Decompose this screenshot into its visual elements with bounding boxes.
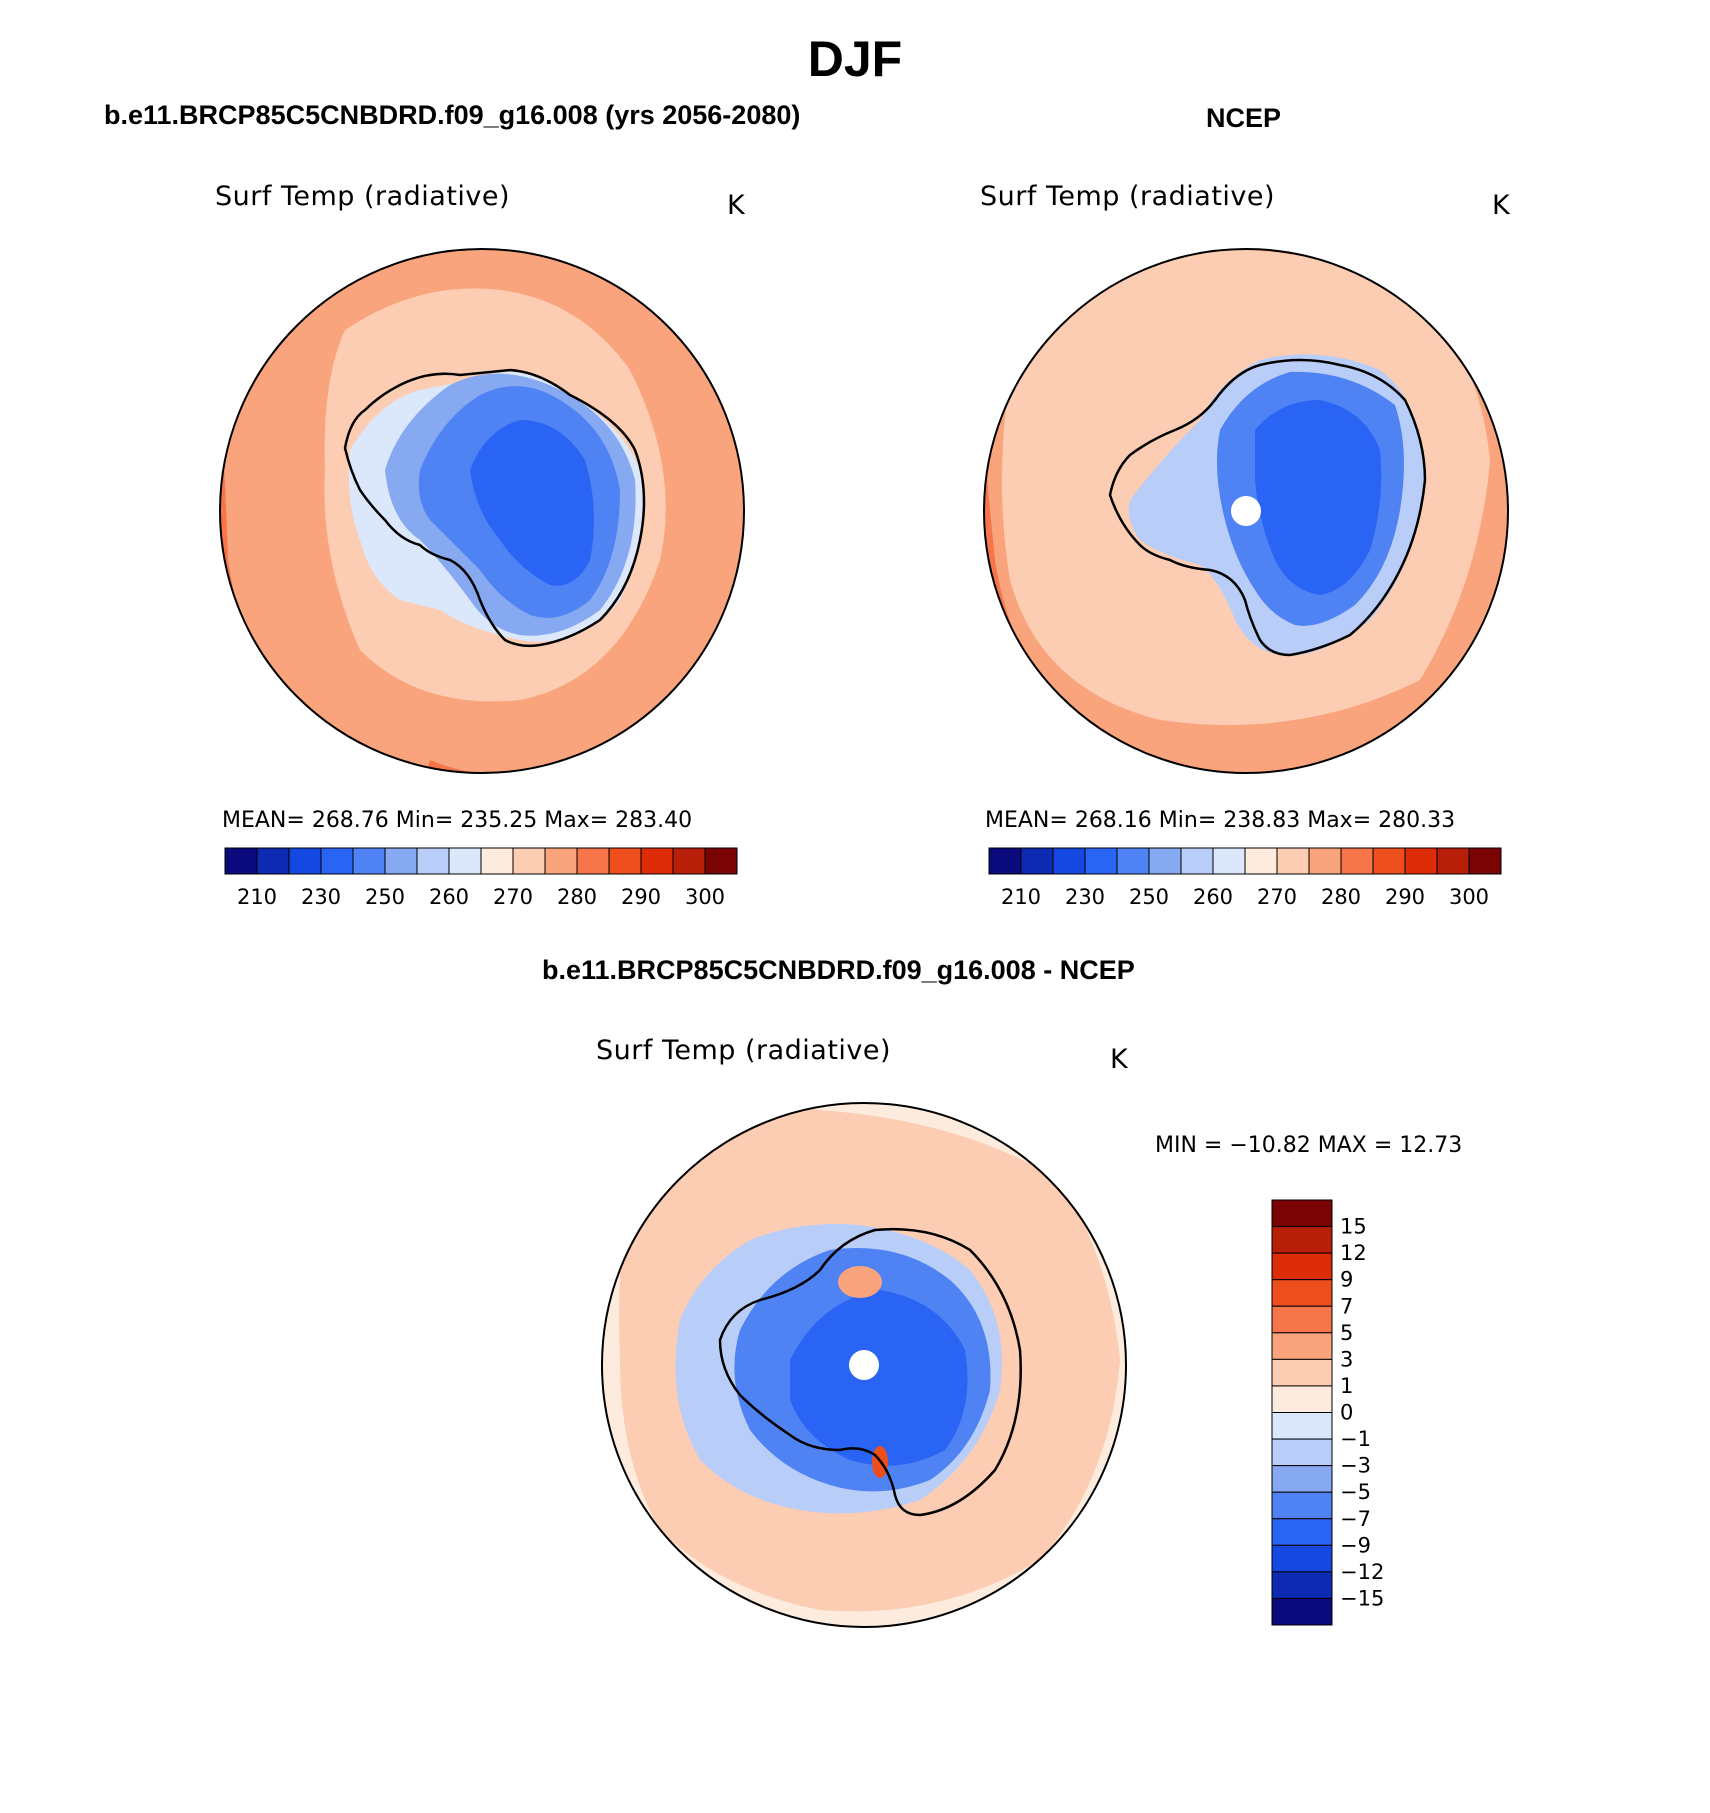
panel-1-colorbar-swatch (544, 847, 578, 875)
panel-1-colorbar-tick-label: 290 (621, 885, 661, 909)
panel-3-colorbar-tick-label: −7 (1340, 1507, 1371, 1531)
panel-1-colorbar-swatch (640, 847, 674, 875)
panel-2-colorbar-swatch (1468, 847, 1502, 875)
panel-1-colorbar-swatch (448, 847, 482, 875)
panel-3-colorbar-swatch (1271, 1412, 1333, 1440)
panel-1-colorbar-swatch (480, 847, 514, 875)
panel-3-colorbar-tick-label: −12 (1340, 1560, 1384, 1584)
panel-3-minmax: MIN = −10.82 MAX = 12.73 (1155, 1133, 1463, 1158)
panel-3-colorbar-swatch (1271, 1332, 1333, 1360)
panel-1-colorbar-swatch (384, 847, 418, 875)
panel-1-colorbar-swatch (704, 847, 738, 875)
panel-3-colorbar-swatch (1271, 1518, 1333, 1546)
panel-3-colorbar-swatch (1271, 1544, 1333, 1573)
panel-1-colorbar-tick-label: 260 (429, 885, 469, 909)
panel-1-plot-title: Surf Temp (radiative) (215, 181, 511, 212)
panel-3-colorbar-tick-label: −1 (1340, 1427, 1371, 1451)
panel-2-colorbar-swatch (1116, 847, 1150, 875)
panel-2-colorbar-swatch (1276, 847, 1310, 875)
panel-1-case-title: b.e11.BRCP85C5CNBDRD.f09_g16.008 (yrs 20… (104, 100, 801, 130)
panel-3-colorbar-swatch (1271, 1279, 1333, 1307)
panel-3-plot-title: Surf Temp (radiative) (596, 1035, 892, 1066)
panel-1-colorbar-swatch (608, 847, 642, 875)
panel-3-colorbar-tick-label: 5 (1340, 1321, 1353, 1345)
panel-3-colorbar-swatch (1271, 1385, 1333, 1413)
panel-2-colorbar-swatch (1436, 847, 1470, 875)
panel-3-colorbar-tick-label: −9 (1340, 1533, 1371, 1557)
panel-3-colorbar-tick-label: 0 (1340, 1401, 1353, 1425)
panel-2-colorbar-swatch (1052, 847, 1086, 875)
panel-2-colorbar-swatch (1340, 847, 1374, 875)
panel-3-colorbar-swatch (1271, 1358, 1333, 1387)
panel-3-colorbar-tick-label: 9 (1340, 1268, 1353, 1292)
panel-2-colorbar-swatch (1020, 847, 1054, 875)
panel-3-colorbar-swatch (1271, 1571, 1333, 1599)
panel-2-colorbar-tick-label: 250 (1129, 885, 1169, 909)
panel-3-colorbar-swatch (1271, 1226, 1333, 1254)
panel-3-case-title: b.e11.BRCP85C5CNBDRD.f09_g16.008 - NCEP (542, 955, 1135, 985)
panel-3-colorbar-swatch (1271, 1438, 1333, 1467)
panel-2-colorbar: 210 230 250 260 270 280 290 300 (988, 847, 1502, 909)
panel-2-units: K (1492, 190, 1511, 221)
panel-2-stats: MEAN= 268.16 Min= 238.83 Max= 280.33 (985, 808, 1456, 833)
panel-1-colorbar-swatch (224, 847, 258, 875)
panel-1-colorbar-swatch (256, 847, 290, 875)
panel-2-plot-title: Surf Temp (radiative) (980, 181, 1276, 212)
panel-2-case-title: NCEP (1206, 103, 1282, 133)
panel-1-colorbar-swatch (512, 847, 546, 875)
panel-2-colorbar-tick-label: 280 (1321, 885, 1361, 909)
panel-3-units: K (1110, 1044, 1129, 1075)
panel-1-colorbar: 210 230 250 260 270 280 290 300 (224, 847, 738, 909)
panel-2-colorbar-swatch (1212, 847, 1246, 875)
panel-3-colorbar-swatch (1271, 1199, 1333, 1228)
panel-1-colorbar-tick-label: 250 (365, 885, 405, 909)
panel-1-colorbar-swatch (416, 847, 450, 875)
panel-3-colorbar-tick-label: 1 (1340, 1374, 1353, 1398)
panel-1-colorbar-swatch (352, 847, 386, 875)
panel-2-colorbar-swatch (1084, 847, 1118, 875)
panel-3-colorbar-tick-label: −5 (1340, 1480, 1371, 1504)
panel-2-colorbar-tick-label: 270 (1257, 885, 1297, 909)
panel-2-map (983, 248, 1509, 774)
panel-1-colorbar-tick-label: 270 (493, 885, 533, 909)
panel-3-colorbar-swatch (1271, 1597, 1333, 1626)
panel-1-colorbar-tick-label: 210 (237, 885, 277, 909)
panel-1-colorbar-swatch (672, 847, 706, 875)
panel-3-colorbar-swatch (1271, 1491, 1333, 1520)
panel-2-colorbar-swatch (1404, 847, 1438, 875)
panel-2-colorbar-swatch (1244, 847, 1278, 875)
panel-1-colorbar-swatch (576, 847, 610, 875)
panel-3-colorbar-swatch (1271, 1465, 1333, 1493)
panel-2-colorbar-tick-label: 260 (1193, 885, 1233, 909)
panel-3-colorbar-tick-label: 15 (1340, 1215, 1367, 1239)
panel-1-colorbar-tick-label: 300 (685, 885, 725, 909)
panel-3-colorbar-swatch (1271, 1305, 1333, 1334)
panel-3-colorbar-tick-label: −3 (1340, 1454, 1371, 1478)
panel-3-colorbar-swatch (1271, 1252, 1333, 1281)
panel-1-units: K (727, 190, 746, 221)
panel-1-map (219, 248, 745, 774)
panel-2-colorbar-tick-label: 300 (1449, 885, 1489, 909)
panel-1-colorbar-swatch (320, 847, 354, 875)
panel-3-colorbar-tick-label: 3 (1340, 1347, 1353, 1371)
panel-3-map (601, 1102, 1127, 1628)
panel-1-colorbar-tick-label: 280 (557, 885, 597, 909)
panel-2-colorbar-tick-label: 210 (1001, 885, 1041, 909)
panel-3-colorbar-tick-label: 12 (1340, 1241, 1367, 1265)
panel-1-colorbar-tick-label: 230 (301, 885, 341, 909)
panel-2-colorbar-tick-label: 290 (1385, 885, 1425, 909)
panel-2-colorbar-swatch (1308, 847, 1342, 875)
panel-2-colorbar-swatch (1148, 847, 1182, 875)
panel-2-colorbar-swatch (988, 847, 1022, 875)
panel-3-colorbar-tick-label: 7 (1340, 1294, 1353, 1318)
figure-title: DJF (807, 31, 903, 87)
panel-2-colorbar-tick-label: 230 (1065, 885, 1105, 909)
panel-1-stats: MEAN= 268.76 Min= 235.25 Max= 283.40 (222, 808, 693, 833)
panel-3-colorbar-tick-label: −15 (1340, 1586, 1384, 1610)
panel-1-colorbar-swatch (288, 847, 322, 875)
panel-2-colorbar-swatch (1372, 847, 1406, 875)
panel-2-colorbar-swatch (1180, 847, 1214, 875)
